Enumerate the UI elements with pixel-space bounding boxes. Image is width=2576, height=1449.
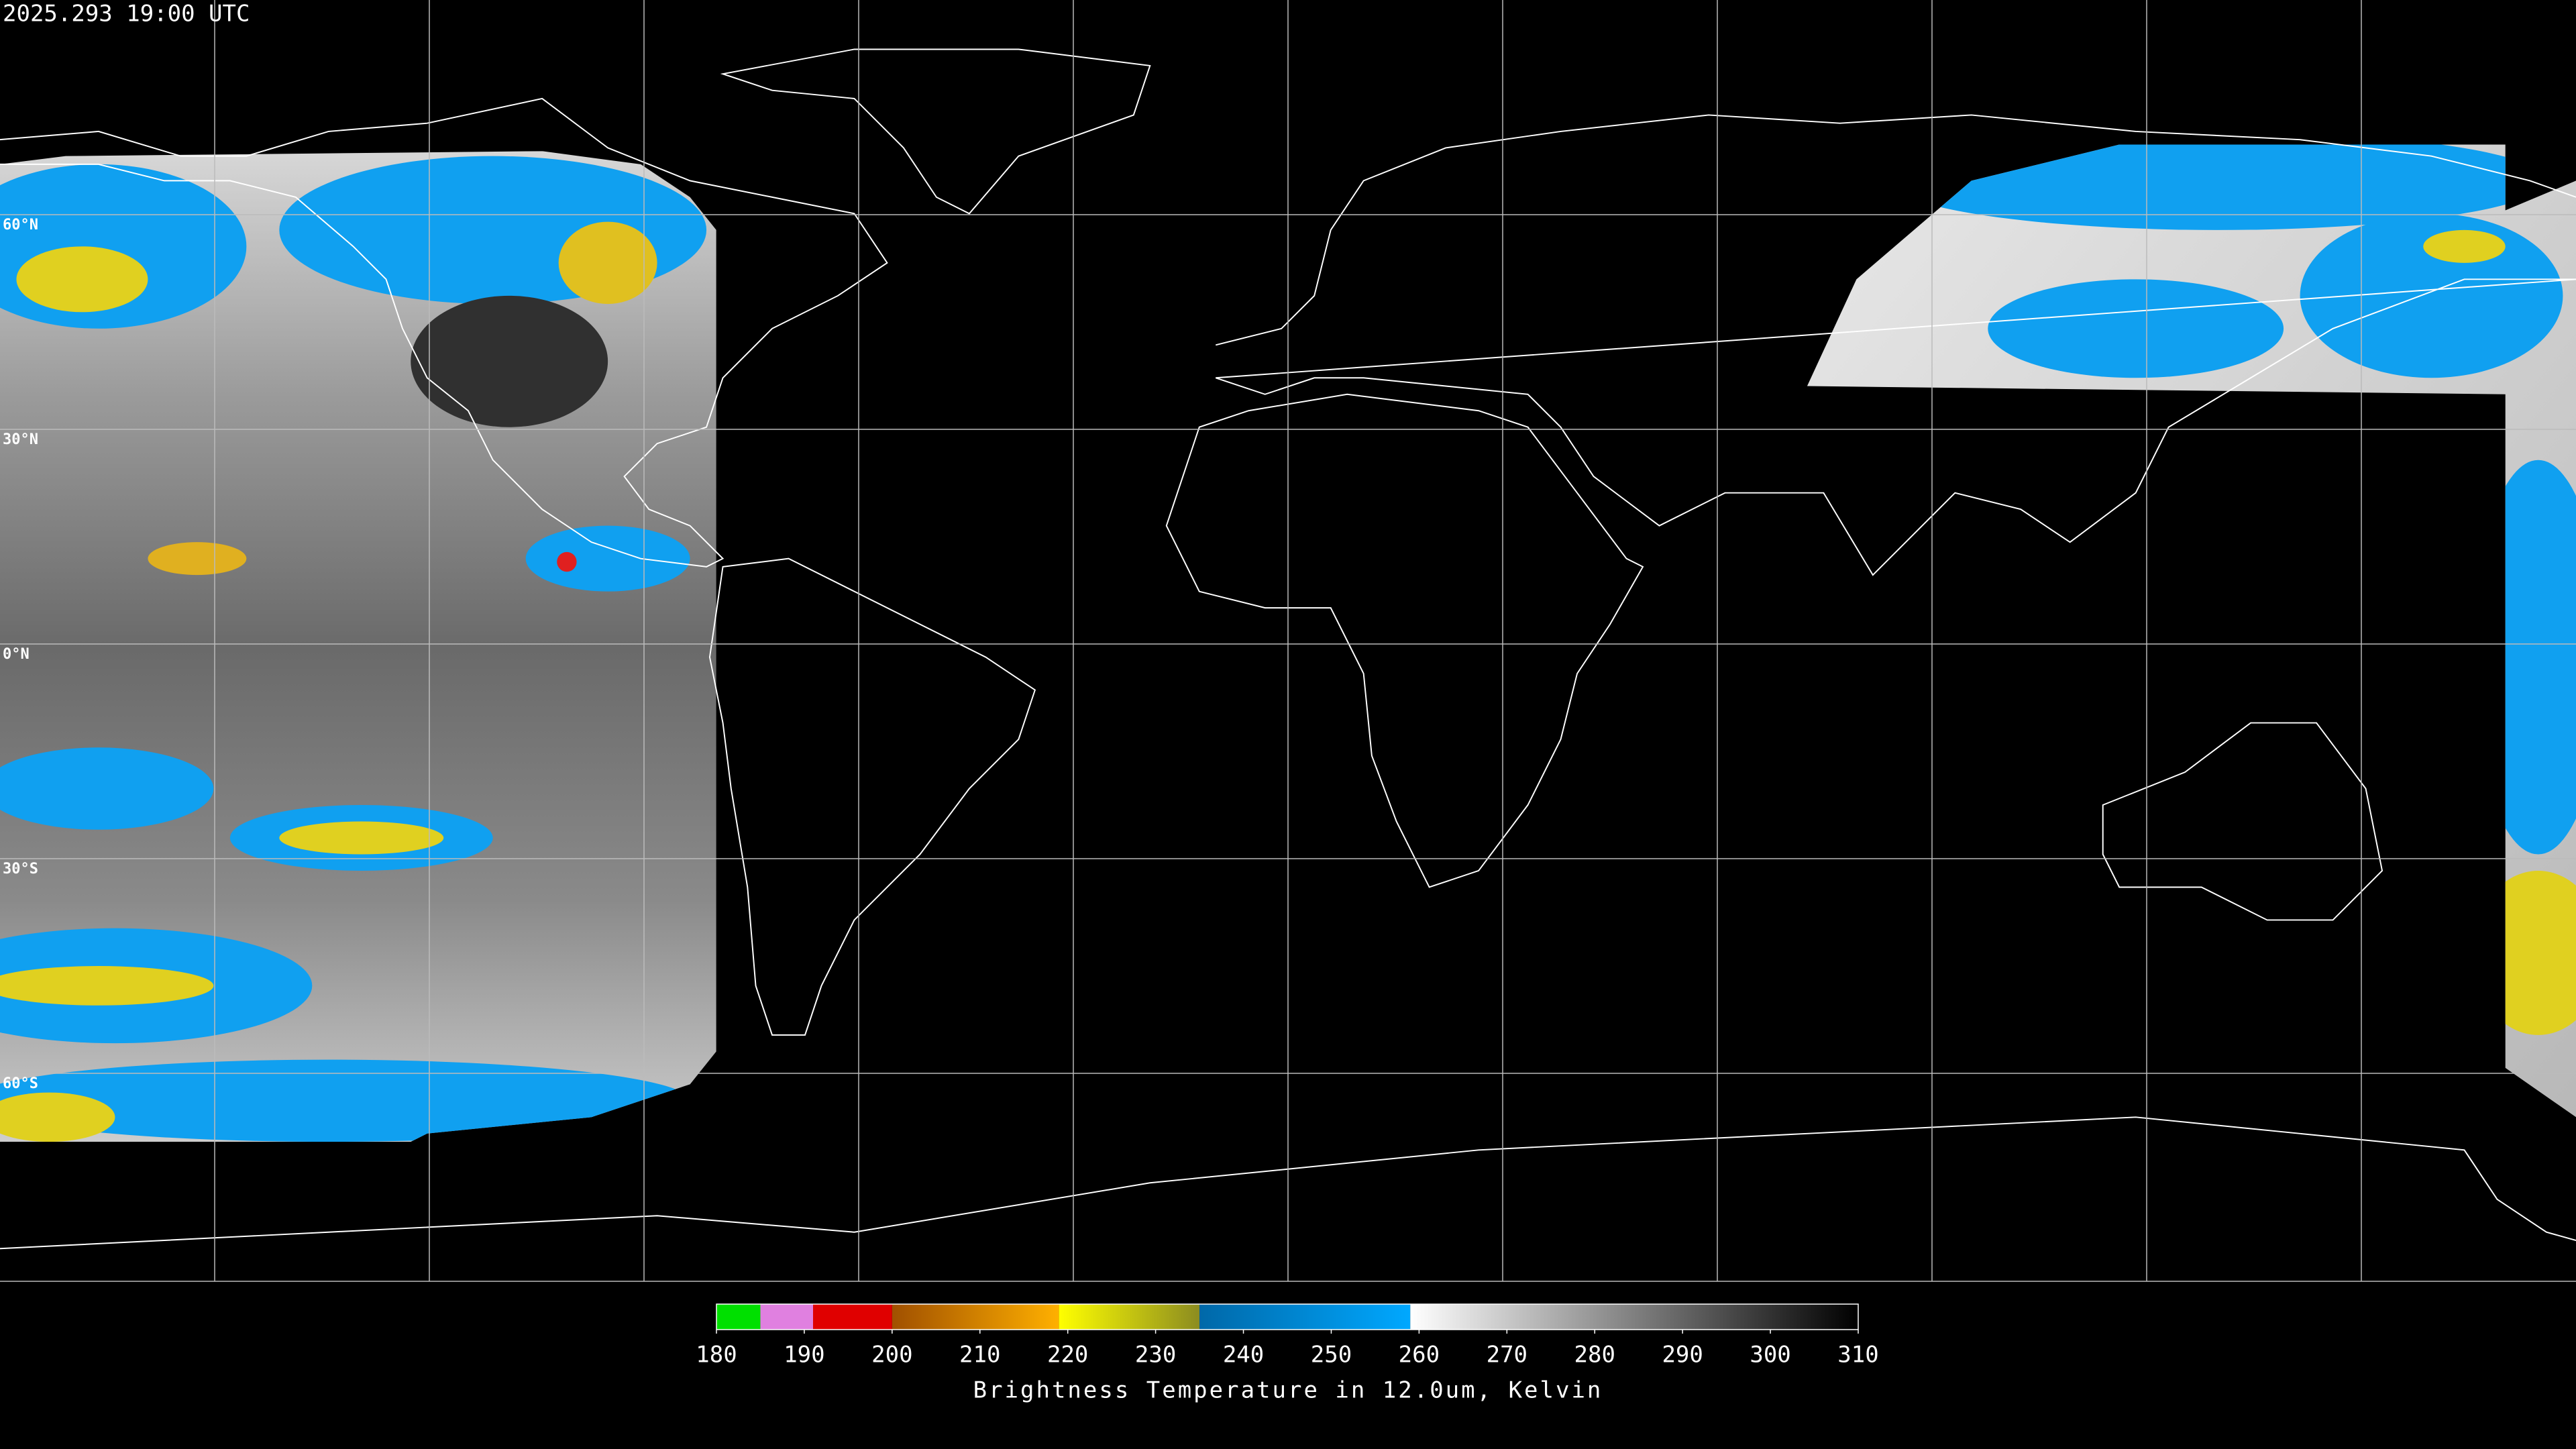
colorbar-band: [1059, 1304, 1200, 1330]
colorbar-tick-label: 200: [871, 1342, 912, 1368]
colorbar-frame: [716, 1303, 1859, 1330]
latitude-label: 60°S: [3, 1075, 38, 1092]
colorbar-tick-label: 300: [1750, 1342, 1790, 1368]
colorbar-tick-label: 240: [1223, 1342, 1264, 1368]
colorbar-tick-label: 220: [1047, 1342, 1088, 1368]
colorbar-band: [813, 1304, 892, 1330]
colorbar-tick-label: 250: [1311, 1342, 1352, 1368]
colorbar-band: [892, 1304, 1059, 1330]
colorbar-tick-label: 260: [1399, 1342, 1440, 1368]
colorbar-tick-label: 180: [696, 1342, 737, 1368]
colorbar-band: [716, 1304, 761, 1330]
latitude-label: 60°N: [3, 217, 38, 233]
latitude-label: 0°N: [3, 646, 30, 663]
colorbar-tick-label: 270: [1487, 1342, 1527, 1368]
colorbar-band: [1410, 1304, 1858, 1330]
colorbar-band: [760, 1304, 814, 1330]
colorbar-label: Brightness Temperature in 12.0um, Kelvin: [973, 1377, 1603, 1404]
colorbar-tick-label: 190: [784, 1342, 824, 1368]
imagery-west: [0, 151, 716, 1142]
graticule: [0, 0, 2576, 1282]
latitude-label: 30°S: [3, 861, 38, 877]
colorbar-tick-label: 280: [1574, 1342, 1615, 1368]
latitude-label: 30°N: [3, 431, 38, 448]
colorbar-band: [1199, 1304, 1411, 1330]
colorbar-tick-label: 290: [1662, 1342, 1703, 1368]
colorbar-tick-label: 310: [1837, 1342, 1878, 1368]
timestamp: 2025.293 19:00 UTC: [3, 1, 250, 28]
colorbar-tick-label: 230: [1135, 1342, 1176, 1368]
coastlines: [0, 48, 2576, 1250]
colorbar-tick-label: 210: [959, 1342, 1000, 1368]
